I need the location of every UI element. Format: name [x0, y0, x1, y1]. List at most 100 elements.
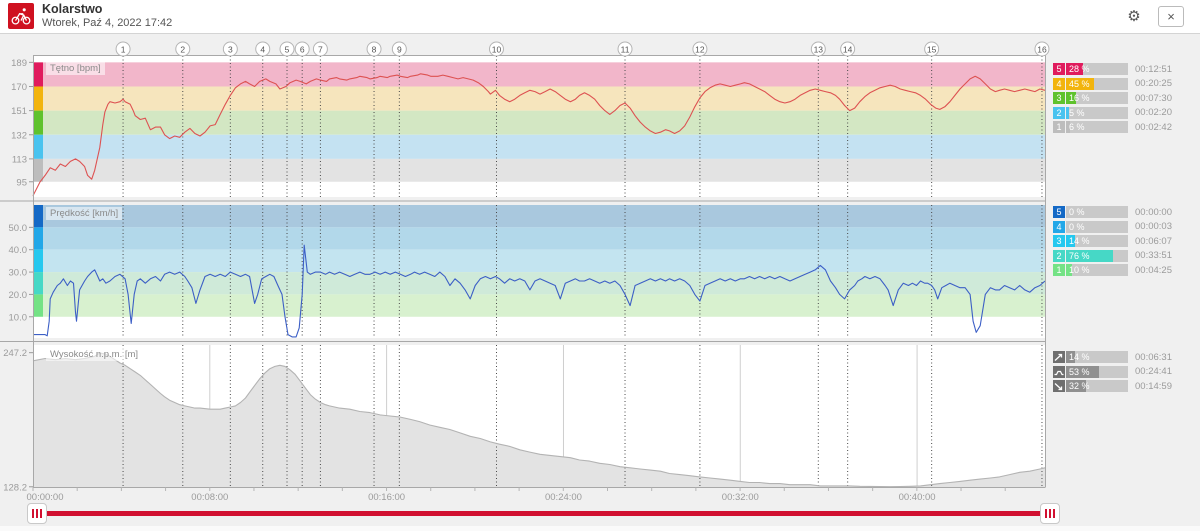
heart-rate-zone-band: [43, 158, 1045, 182]
km-marker[interactable]: [312, 41, 328, 57]
km-marker[interactable]: [222, 41, 238, 57]
zone-bar: 6 %: [1066, 121, 1128, 133]
zone-number: 3: [1053, 92, 1065, 104]
zone-time: 00:33:51: [1135, 250, 1172, 261]
zone-time: 00:07:30: [1135, 92, 1172, 104]
zone-bar-fill: [1066, 249, 1114, 262]
km-marker[interactable]: [255, 41, 271, 57]
zone-4-row: 4 0 % 00:00:03: [1053, 220, 1200, 233]
range-selected-bar[interactable]: [37, 511, 1050, 516]
x-axis-label: 00:40:00: [899, 492, 936, 503]
elevation-chart-label: Wysokość n.p.m. [m]: [46, 348, 143, 361]
elevation-area: [33, 352, 1045, 487]
zone-time: 00:06:07: [1135, 235, 1172, 247]
km-marker[interactable]: [488, 41, 504, 57]
km-marker-label: 5: [285, 44, 290, 54]
km-marker-label: 2: [180, 44, 185, 54]
km-marker-label: 16: [1037, 44, 1047, 54]
km-marker[interactable]: [810, 41, 826, 57]
zone-percent: 5 %: [1069, 107, 1085, 118]
heart-rate-zone-band: [43, 134, 1045, 159]
heart-rate-ytick-label: 132: [11, 130, 27, 141]
zone-time: 00:14:59: [1135, 380, 1172, 392]
zone-number: 1: [1053, 121, 1065, 133]
km-marker[interactable]: [279, 41, 295, 57]
zone-number: 1: [1053, 264, 1065, 276]
zone-bar: 53 %: [1066, 365, 1128, 378]
elevation-ytick-label: 247.2: [3, 348, 27, 359]
zone-bar: 32 %: [1066, 380, 1128, 392]
zone-time: 00:02:20: [1135, 107, 1172, 118]
speed-ytick-label: 40.0: [9, 245, 28, 256]
zone-5-row: 5 28 % 00:12:51: [1053, 63, 1200, 75]
x-axis-label: 00:24:00: [545, 492, 582, 503]
elevation-ytick-label: 128.2: [3, 482, 27, 493]
zone-time: 00:20:25: [1135, 78, 1172, 89]
zone-bar-fill: [1066, 235, 1075, 247]
heart-rate-zone-strip: [33, 134, 43, 159]
zone-bar-fill: [1066, 92, 1076, 104]
zone-number: 5: [1053, 206, 1065, 218]
km-marker[interactable]: [617, 41, 633, 57]
zone-bar-fill: [1066, 380, 1086, 392]
zone-time: 00:02:42: [1135, 121, 1172, 133]
km-marker[interactable]: [175, 41, 191, 57]
zone-bar: 14 %: [1066, 351, 1128, 363]
zone-bar-fill: [1066, 264, 1073, 276]
heart-rate-zone-band: [43, 86, 1045, 111]
gear-icon[interactable]: ⚙: [1122, 6, 1146, 27]
grip-icon: [1049, 509, 1051, 518]
zone-time: 00:06:31: [1135, 351, 1172, 363]
km-marker-label: 12: [695, 44, 705, 54]
zone-bar: 5 %: [1066, 106, 1128, 119]
heart-rate-zone-strip: [33, 110, 43, 135]
km-marker-label: 15: [927, 44, 937, 54]
zone-percent: 14 %: [1069, 352, 1090, 362]
heart-rate-zones-panel: 5 28 % 00:12:51 4 45 % 00:20:25 3 16 % 00:07:30 2…: [1053, 63, 1200, 136]
km-marker[interactable]: [366, 41, 382, 57]
km-marker[interactable]: [924, 41, 940, 57]
zone-time: 00:04:25: [1135, 264, 1172, 276]
zone-percent: 0 %: [1069, 221, 1085, 232]
zone-bar: 0 %: [1066, 220, 1128, 233]
ascent-icon: [1053, 351, 1065, 363]
zone-percent: 28 %: [1069, 64, 1090, 74]
elevation-series-line: [32, 352, 1046, 488]
range-end-handle[interactable]: [1040, 503, 1060, 524]
zone-percent: 45 %: [1069, 78, 1090, 89]
zone-number: 2: [1053, 106, 1065, 119]
x-axis-label: 00:16:00: [368, 492, 405, 503]
km-marker[interactable]: [840, 41, 856, 57]
range-start-handle[interactable]: [27, 503, 47, 524]
zone-bar: 14 %: [1066, 235, 1128, 247]
heart-rate-zone-strip: [33, 86, 43, 111]
zone-3-row: 3 16 % 00:07:30: [1053, 92, 1200, 104]
zone-percent: 14 %: [1069, 236, 1090, 246]
km-marker[interactable]: [391, 41, 407, 57]
x-axis-label: 00:08:00: [191, 492, 228, 503]
activity-datetime: Wtorek, Paź 4, 2022 17:42: [42, 17, 173, 29]
km-marker[interactable]: [1034, 41, 1050, 57]
zone-percent: 0 %: [1069, 207, 1085, 217]
km-marker-label: 13: [814, 44, 824, 54]
km-marker[interactable]: [115, 41, 131, 57]
km-marker-label: 4: [260, 44, 265, 54]
heart-rate-zone-strip: [33, 158, 43, 182]
zone-number: 5: [1053, 63, 1065, 75]
zone-percent: 76 %: [1069, 250, 1090, 261]
close-icon[interactable]: ×: [1158, 6, 1184, 27]
zone-bar: 10 %: [1066, 264, 1128, 276]
km-marker[interactable]: [692, 41, 708, 57]
heart-rate-ytick-label: 151: [11, 106, 27, 117]
speed-zone-band: [43, 205, 1045, 228]
zone-5-row: 5 0 % 00:00:00: [1053, 206, 1200, 218]
km-marker-label: 8: [372, 44, 377, 54]
zone-bar-fill: [1066, 77, 1094, 90]
zone-2-row: 2 76 % 00:33:51: [1053, 249, 1200, 262]
speed-zone-band: [43, 272, 1045, 295]
km-marker[interactable]: [294, 41, 310, 57]
grip-icon: [36, 509, 38, 518]
x-axis-label: 00:32:00: [722, 492, 759, 503]
